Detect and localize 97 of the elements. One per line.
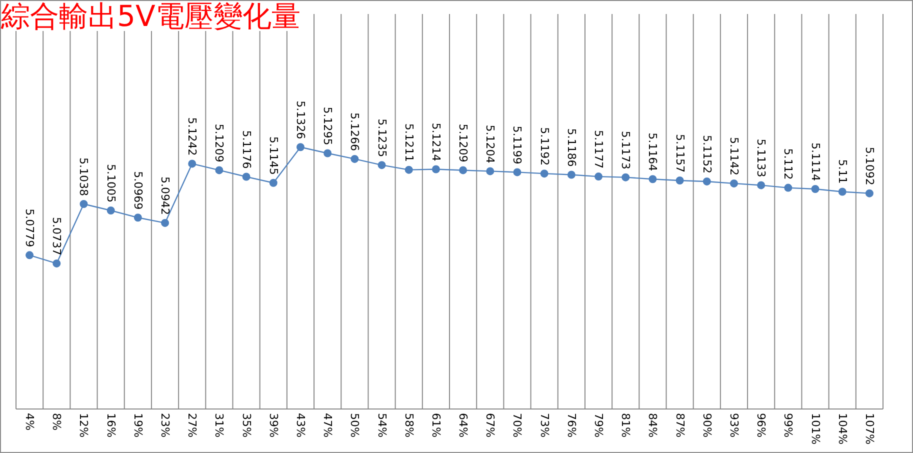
data-label: 5.1242 (186, 117, 199, 156)
x-tick-label: 101% (808, 413, 822, 444)
data-label: 5.1157 (673, 134, 686, 172)
point (622, 173, 630, 182)
data-label: 5.1209 (212, 124, 226, 162)
x-tick-label: 31% (212, 413, 226, 438)
x-tick-label: 73% (538, 413, 551, 438)
x-tick-label: 39% (266, 413, 280, 438)
data-label: 5.1204 (484, 124, 497, 164)
x-tick-label: 16% (104, 413, 118, 438)
x-tick-label: 61% (429, 413, 442, 438)
point (134, 214, 142, 222)
x-tick-label: 8% (50, 413, 64, 430)
data-label: 5.112 (782, 148, 795, 180)
data-label: 5.1199 (510, 126, 524, 164)
point (676, 176, 684, 184)
data-label: 5.1214 (429, 122, 442, 162)
data-label: 5.0737 (50, 216, 64, 256)
data-label: 5.1164 (646, 132, 660, 172)
data-label: 5.1211 (402, 123, 416, 162)
data-label: 5.1266 (348, 112, 362, 151)
x-tick-label: 58% (402, 413, 416, 438)
data-label: 5.1152 (700, 134, 714, 174)
x-tick-label: 35% (240, 413, 253, 438)
point (784, 184, 792, 192)
point (594, 172, 603, 181)
x-tick-label: 23% (158, 413, 172, 438)
data-label: 5.11 (836, 159, 849, 184)
point (702, 177, 711, 186)
data-label: 5.1173 (619, 130, 632, 170)
data-label: 5.1326 (294, 100, 307, 140)
data-label: 5.1177 (592, 130, 606, 169)
x-tick-label: 96% (754, 413, 768, 438)
x-tick-label: 47% (321, 413, 334, 438)
data-label: 5.1295 (321, 106, 334, 146)
data-label: 5.1092 (862, 146, 876, 186)
point (26, 251, 34, 260)
point (296, 143, 304, 152)
point (378, 161, 386, 170)
x-tick-label: 64% (456, 413, 470, 438)
data-label: 5.1192 (538, 127, 551, 166)
x-tick-label: 54% (375, 413, 388, 438)
x-tick-label: 81% (619, 413, 632, 438)
x-tick-label: 79% (592, 413, 606, 438)
data-label: 5.1114 (808, 142, 822, 181)
x-tick-label: 76% (564, 413, 578, 438)
point (350, 154, 359, 163)
data-label: 5.1142 (727, 136, 740, 176)
point (811, 184, 820, 193)
point (242, 172, 250, 181)
x-tick-label: 27% (186, 413, 199, 438)
x-tick-label: 84% (646, 413, 660, 438)
point (486, 167, 494, 176)
data-label: 5.1145 (266, 136, 280, 175)
point (106, 206, 115, 215)
point (432, 165, 440, 174)
point (52, 259, 61, 268)
x-tick-label: 104% (836, 413, 849, 444)
point (80, 200, 88, 208)
point (865, 189, 874, 198)
point (161, 218, 170, 227)
point (838, 188, 846, 196)
data-label: 5.1038 (77, 157, 90, 196)
point (188, 160, 196, 168)
data-label: 5.1176 (240, 130, 253, 169)
point (567, 170, 576, 179)
x-tick-label: 50% (348, 413, 362, 438)
point (269, 178, 278, 187)
x-tick-label: 90% (700, 413, 714, 438)
x-tick-label: 99% (782, 413, 795, 438)
point (324, 149, 332, 158)
point (757, 181, 766, 190)
x-tick-label: 43% (294, 413, 307, 438)
data-label: 5.0969 (131, 171, 144, 210)
x-tick-label: 93% (727, 413, 740, 438)
x-tick-label: 4% (23, 413, 36, 430)
data-label: 5.0779 (23, 208, 36, 248)
data-label: 5.1005 (104, 164, 118, 203)
x-tick-label: 70% (510, 413, 524, 438)
data-label: 5.1235 (375, 118, 388, 158)
x-tick-label: 19% (131, 413, 144, 438)
point (513, 168, 522, 176)
x-tick-label: 12% (77, 413, 90, 438)
point (459, 166, 468, 174)
x-tick-label: 87% (673, 413, 686, 438)
data-label: 5.1133 (754, 138, 768, 178)
point (404, 166, 413, 174)
point (540, 170, 548, 178)
point (215, 166, 224, 174)
x-tick-label: 67% (484, 413, 497, 438)
data-label: 5.0942 (158, 176, 172, 215)
chart-title: 綜合輸出5V電壓變化量 (1, 0, 302, 33)
point (648, 175, 657, 184)
data-label: 5.1186 (564, 128, 578, 167)
x-tick-label: 107% (862, 413, 876, 444)
point (730, 179, 738, 188)
data-label: 5.1209 (456, 124, 470, 162)
